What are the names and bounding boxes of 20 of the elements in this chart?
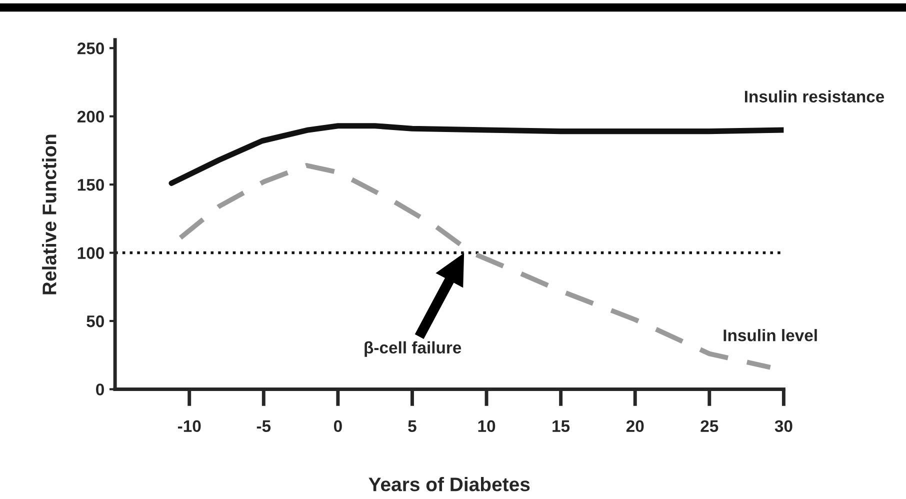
y-tick-label: 150 [78,178,104,191]
x-tick-label: 15 [552,420,570,432]
y-tick-label: 250 [77,42,104,54]
y-tick-label: 200 [77,110,104,123]
x-axis-title: Years of Diabetes [368,476,530,492]
series-label: Insulin level [724,329,817,342]
x-tick-label: -10 [178,420,201,432]
annotation: β-cell failure [364,341,462,357]
y-tick-label: 50 [86,315,104,328]
y-tick-label: 100 [78,247,104,259]
x-tick-label: 20 [626,420,644,432]
x-tick-label: 30 [774,420,792,432]
x-tick-label: 10 [478,420,496,432]
y-tick-label: 0 [96,384,104,396]
x-tick-label: 25 [700,420,718,432]
x-tick-label: 5 [408,420,416,432]
x-tick-label: -5 [256,420,271,432]
x-tick-label: 0 [334,420,342,432]
y-axis-title: Relative Function [42,134,56,294]
series-label: Insulin resistance [744,90,884,103]
